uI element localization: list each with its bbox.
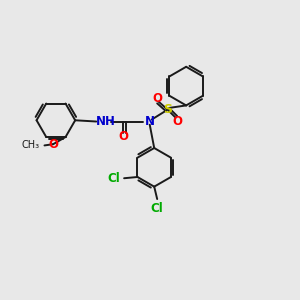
Text: O: O <box>48 138 58 151</box>
Text: Cl: Cl <box>151 202 164 215</box>
Text: N: N <box>145 115 155 128</box>
Text: NH: NH <box>96 115 116 128</box>
Text: O: O <box>152 92 162 105</box>
Text: CH₃: CH₃ <box>22 140 40 150</box>
Text: O: O <box>118 130 128 143</box>
Text: O: O <box>172 115 182 128</box>
Text: Cl: Cl <box>107 172 120 185</box>
Text: S: S <box>163 103 172 116</box>
